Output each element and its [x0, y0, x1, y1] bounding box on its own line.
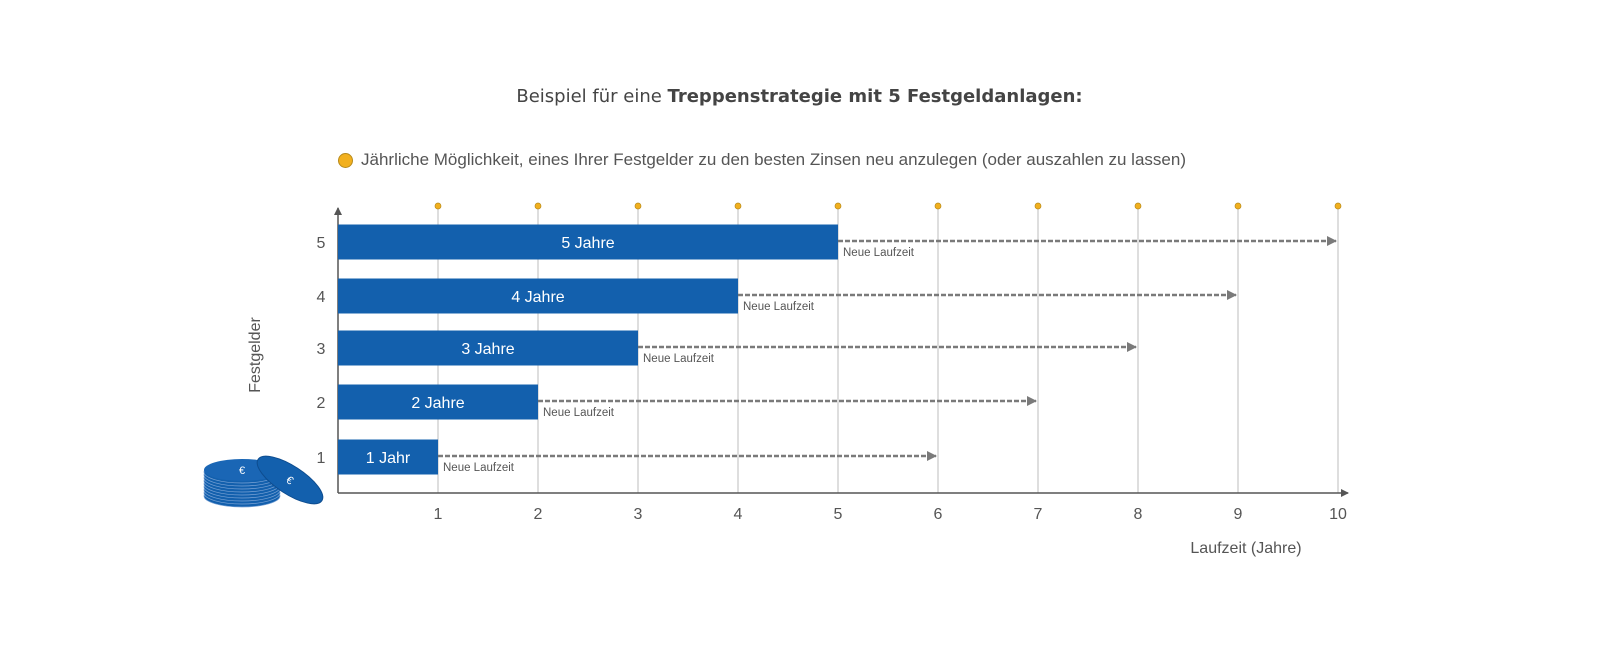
x-tick-label: 3 [634, 506, 643, 523]
bar-label: 2 Jahre [411, 395, 464, 412]
x-tick-label: 1 [434, 506, 443, 523]
y-tick-label: 1 [317, 450, 326, 467]
y-tick-label: 3 [317, 341, 326, 358]
opportunity-dot [634, 202, 642, 210]
y-axis-label: Festgelder [247, 317, 264, 393]
y-tick-label: 5 [317, 235, 326, 252]
bar [338, 278, 738, 314]
opportunity-dot [1234, 202, 1242, 210]
x-tick-label: 9 [1234, 506, 1243, 523]
bar [338, 224, 838, 260]
x-tick-label: 10 [1329, 506, 1347, 523]
legend-label: Jährliche Möglichkeit, eines Ihrer Festg… [361, 150, 1186, 169]
bar-label: 3 Jahre [461, 341, 514, 358]
new-term-label: Neue Laufzeit [743, 301, 815, 313]
opportunity-dot [1134, 202, 1142, 210]
chart-title: Beispiel für eine Treppenstrategie mit 5… [0, 86, 1599, 107]
bar-label: 4 Jahre [511, 289, 564, 306]
bar [338, 384, 538, 420]
x-tick-label: 6 [934, 506, 943, 523]
x-tick-label: 4 [734, 506, 743, 523]
opportunity-dot [834, 202, 842, 210]
y-tick-label: 2 [317, 395, 326, 412]
x-tick-label: 8 [1134, 506, 1143, 523]
title-normal: Beispiel für eine [516, 86, 668, 107]
svg-text:€: € [284, 474, 296, 487]
opportunity-dot [934, 202, 942, 210]
x-tick-label: 7 [1034, 506, 1043, 523]
opportunity-dot [434, 202, 442, 210]
opportunity-dot [534, 202, 542, 210]
new-term-label: Neue Laufzeit [643, 353, 715, 365]
new-term-label: Neue Laufzeit [543, 407, 615, 419]
coin-stack-icon: €€ [203, 455, 324, 508]
y-tick-label: 4 [317, 289, 326, 306]
svg-text:€: € [239, 465, 245, 477]
opportunity-dot [734, 202, 742, 210]
x-tick-label: 2 [534, 506, 543, 523]
bar-label: 5 Jahre [561, 235, 614, 252]
legend: Jährliche Möglichkeit, eines Ihrer Festg… [338, 150, 1186, 170]
legend-dot-icon [338, 152, 353, 168]
opportunity-dot [1034, 202, 1042, 210]
new-term-label: Neue Laufzeit [443, 462, 515, 474]
opportunity-dot [1334, 202, 1342, 210]
bar-label: 1 Jahr [366, 450, 411, 467]
x-tick-label: 5 [834, 506, 843, 523]
bar [338, 439, 438, 475]
bar [338, 330, 638, 366]
x-axis-label: Laufzeit (Jahre) [1190, 540, 1301, 557]
new-term-label: Neue Laufzeit [843, 247, 915, 259]
title-bold: Treppenstrategie mit 5 Festgeldanlagen: [667, 86, 1083, 107]
